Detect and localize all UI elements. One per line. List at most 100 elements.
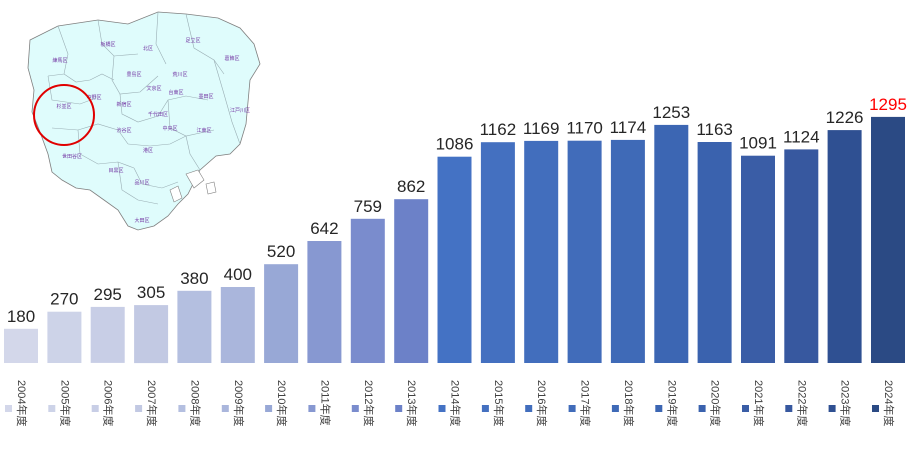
tick-label-19: 2023年度 <box>839 380 853 426</box>
ward-label-16: 渋谷区 <box>116 127 131 134</box>
tick-label-16: 2020年度 <box>709 380 723 426</box>
tick-label-6: 2010年度 <box>275 380 289 426</box>
tick-label-9: 2013年度 <box>405 380 419 426</box>
value-label-19: 1226 <box>826 108 864 127</box>
tick-label-17: 2021年度 <box>752 380 766 426</box>
value-label-20: 1295 <box>869 95 907 114</box>
tick-label-1: 2005年度 <box>58 380 72 426</box>
tick-label-10: 2014年度 <box>449 380 463 426</box>
tick-label-15: 2019年度 <box>665 380 679 426</box>
bar-8 <box>350 218 385 363</box>
value-label-14: 1174 <box>610 118 647 137</box>
value-label-10: 1086 <box>436 135 474 154</box>
legend-marker-18 <box>785 405 793 412</box>
legend-marker-2 <box>91 405 99 412</box>
legend-marker-9 <box>395 405 403 412</box>
bars-layer <box>4 116 905 364</box>
bar-11 <box>480 142 515 363</box>
ward-label-14: 千代田区 <box>148 111 168 118</box>
value-label-17: 1091 <box>739 134 777 153</box>
bar-0 <box>4 328 38 363</box>
ward-label-4: 練馬区 <box>52 57 67 64</box>
value-label-0: 180 <box>7 307 35 326</box>
tick-label-5: 2009年度 <box>232 380 246 426</box>
value-label-16: 1163 <box>696 120 733 139</box>
legend-marker-13 <box>568 405 576 412</box>
ward-label-7: 中野区 <box>86 94 101 101</box>
ward-label-10: 杉並区 <box>56 103 71 110</box>
bay-inlets <box>169 169 217 203</box>
bar-18 <box>784 149 819 363</box>
ward-label-11: 新宿区 <box>116 101 131 108</box>
highlight-circle <box>33 84 95 146</box>
bar-19 <box>827 130 862 363</box>
bar-17 <box>741 155 775 363</box>
tick-label-0: 2004年度 <box>15 380 29 426</box>
value-label-15: 1253 <box>652 103 690 122</box>
tick-label-14: 2018年度 <box>622 380 636 426</box>
value-label-5: 400 <box>224 265 252 284</box>
ward-label-20: 目黒区 <box>108 168 123 174</box>
value-label-1: 270 <box>50 290 78 309</box>
legend-marker-16 <box>698 405 706 412</box>
bar-16 <box>697 142 732 363</box>
bar-5 <box>220 287 255 363</box>
legend-marker-10 <box>438 405 446 412</box>
bar-20 <box>871 116 905 364</box>
category-axis: 2004年度 2005年度 2006年度 2007年度 2008年度 2009年度 2010… <box>5 380 896 426</box>
legend-marker-8 <box>351 405 359 412</box>
tick-label-20: 2024年度 <box>882 380 896 426</box>
bar-6 <box>264 264 299 363</box>
map-land <box>27 11 261 231</box>
value-label-12: 1169 <box>523 119 560 138</box>
value-label-13: 1170 <box>566 119 603 138</box>
ward-label-9: 台東区 <box>168 89 183 96</box>
ward-label-19: 世田谷区 <box>62 153 82 160</box>
ward-label-15: 中央区 <box>162 125 177 132</box>
ward-label-0: 足立区 <box>185 37 200 44</box>
legend-marker-4 <box>178 405 186 412</box>
legend-marker-20 <box>872 405 879 412</box>
legend-marker-15 <box>655 405 663 412</box>
legend-marker-11 <box>481 405 489 412</box>
value-label-3: 305 <box>137 283 165 302</box>
tick-label-13: 2017年度 <box>579 380 593 426</box>
bar-12 <box>524 140 559 363</box>
bar-10 <box>437 156 472 363</box>
value-label-6: 520 <box>267 242 295 261</box>
value-label-4: 380 <box>180 269 208 288</box>
ward-label-8: 文京区 <box>146 85 161 92</box>
legend-marker-3 <box>135 405 143 412</box>
tick-label-11: 2015年度 <box>492 380 506 426</box>
bar-7 <box>307 241 342 363</box>
legend-marker-0 <box>5 405 12 412</box>
tick-label-12: 2016年度 <box>535 380 549 426</box>
tick-label-18: 2022年度 <box>795 380 809 426</box>
ward-label-6: 荒川区 <box>172 71 187 78</box>
legend-marker-6 <box>265 405 273 412</box>
legend-marker-7 <box>308 405 316 412</box>
value-label-18: 1124 <box>783 127 820 146</box>
legend-marker-19 <box>828 405 836 412</box>
ward-label-1: 板橋区 <box>100 41 115 48</box>
ward-label-13: 江戸川区 <box>230 107 250 114</box>
legend-marker-14 <box>611 405 619 412</box>
bar-2 <box>90 306 125 363</box>
bar-14 <box>610 139 645 363</box>
tick-label-3: 2007年度 <box>145 380 159 426</box>
value-label-9: 862 <box>397 177 425 196</box>
ward-label-22: 大田区 <box>134 217 149 224</box>
bar-3 <box>134 305 169 364</box>
value-label-7: 642 <box>310 219 338 238</box>
bar-15 <box>654 124 689 364</box>
ward-label-2: 北区 <box>143 45 153 52</box>
ward-label-18: 港区 <box>143 147 153 154</box>
tick-label-2: 2006年度 <box>102 380 116 426</box>
value-label-2: 295 <box>94 285 122 304</box>
value-label-8: 759 <box>354 197 382 216</box>
ward-label-3: 葛飾区 <box>224 55 239 62</box>
tick-label-8: 2012年度 <box>362 380 376 426</box>
